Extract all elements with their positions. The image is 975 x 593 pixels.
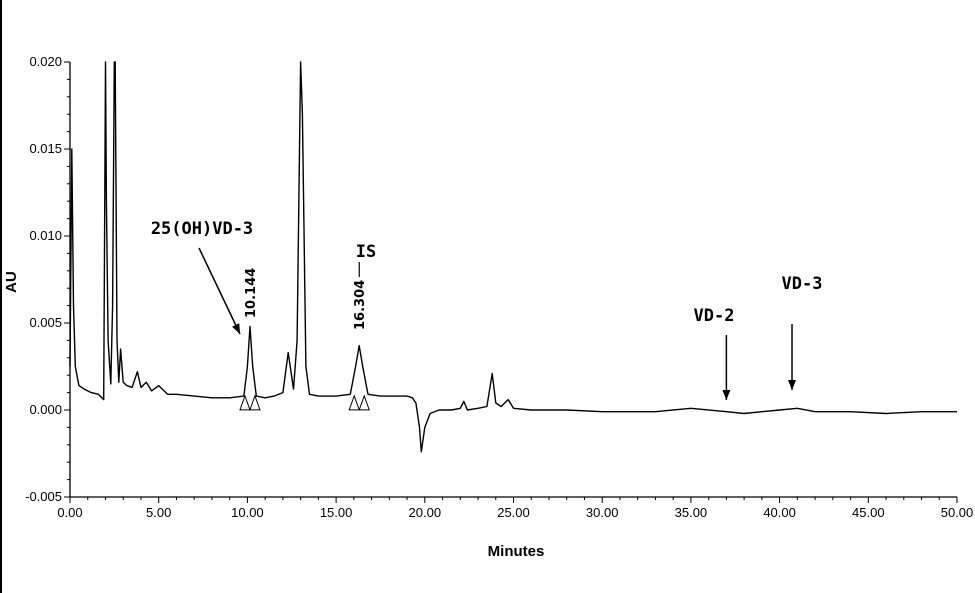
x-axis-label: Minutes <box>488 543 545 560</box>
x-tick-label: 45.00 <box>852 505 885 520</box>
y-tick-label: 0.005 <box>29 315 62 330</box>
y-tick-label: 0.020 <box>29 54 62 69</box>
annotation-is: IS <box>356 242 376 262</box>
tick-group: 0.00 5.00 10.00 15.00 20.00 25.00 30.00 35.00 40… <box>25 54 973 520</box>
arrow-25ohvd3-head <box>232 323 240 334</box>
x-tick-label: 10.00 <box>231 505 264 520</box>
x-tick-label: 30.00 <box>586 505 619 520</box>
x-tick-label: 25.00 <box>497 505 530 520</box>
integration-marker <box>239 394 251 411</box>
x-tick-label: 5.00 <box>146 505 171 520</box>
x-tick-label: 35.00 <box>675 505 708 520</box>
y-tick-label: 0.015 <box>29 141 62 156</box>
x-tick-label: 15.00 <box>320 505 353 520</box>
annotation-25ohvd3: 25(OH)VD-3 <box>151 219 253 239</box>
annotation-group: 25(OH)VD-3 IS VD-2 VD-3 10.144 16.304 <box>151 219 823 400</box>
frame-left-border <box>0 0 2 593</box>
y-tick-label: 0.000 <box>29 402 62 417</box>
integration-marker <box>358 394 370 411</box>
y-tick-label: 0.010 <box>29 228 62 243</box>
integration-marker <box>348 394 360 411</box>
peak-retention-label: 10.144 <box>244 268 259 318</box>
y-axis-label: AU <box>3 271 20 293</box>
chromatogram-trace <box>69 61 957 453</box>
axes <box>69 62 957 498</box>
x-tick-label: 50.00 <box>941 505 974 520</box>
arrow-vd2-head <box>722 390 731 400</box>
arrow-25ohvd3 <box>198 247 241 335</box>
trace-group <box>69 61 957 453</box>
integration-marker <box>249 394 261 411</box>
x-tick-label: 20.00 <box>409 505 442 520</box>
arrow-vd3-head <box>788 380 797 390</box>
x-tick-label: 40.00 <box>763 505 796 520</box>
annotation-vd2: VD-2 <box>694 306 735 326</box>
annotation-vd3: VD-3 <box>782 274 823 294</box>
peak-markers <box>239 394 370 411</box>
y-tick-label: -0.005 <box>25 489 62 504</box>
x-tick-label: 0.00 <box>57 505 82 520</box>
peak-retention-label: 16.304 <box>353 280 368 330</box>
